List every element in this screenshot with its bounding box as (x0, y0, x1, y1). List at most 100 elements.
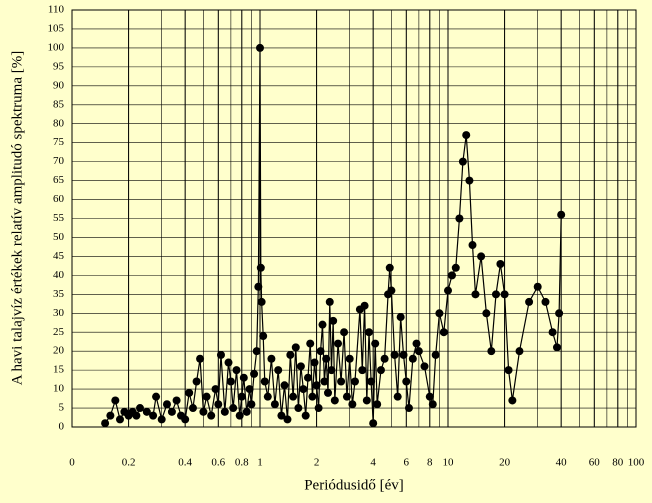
data-point (257, 297, 266, 306)
data-point (525, 297, 534, 306)
data-point (362, 396, 371, 405)
y-tick-label: 50 (53, 231, 65, 243)
data-point (420, 362, 429, 371)
data-point (149, 411, 158, 420)
data-point (256, 263, 265, 272)
y-tick-label: 95 (53, 60, 65, 72)
x-tick-label: 6 (404, 457, 410, 469)
data-point (327, 366, 336, 375)
x-tick-label: 10 (443, 457, 455, 469)
data-point (303, 373, 312, 382)
data-point (496, 259, 505, 268)
data-point (444, 286, 452, 295)
x-axis-title: Periódusidő [év] (304, 477, 404, 493)
data-point (387, 286, 396, 295)
x-tick-label: 80 (612, 457, 624, 469)
data-point (337, 377, 346, 386)
y-tick-label: 60 (53, 193, 65, 205)
y-tick-label: 30 (53, 307, 65, 319)
data-point (312, 381, 321, 390)
y-tick-label: 25 (53, 326, 65, 338)
data-point (247, 400, 256, 409)
data-point (451, 263, 460, 272)
x-tick-label: 1 (257, 457, 263, 469)
y-tick-label: 100 (48, 41, 65, 53)
data-point (188, 404, 197, 413)
data-point (491, 290, 500, 299)
data-point (447, 271, 456, 280)
data-point (162, 400, 171, 409)
data-point (402, 377, 411, 386)
data-point (358, 366, 367, 375)
data-point (385, 263, 394, 272)
data-point (482, 309, 491, 318)
data-point (435, 309, 444, 318)
data-point (181, 415, 190, 424)
data-point (373, 400, 382, 409)
data-point (428, 400, 437, 409)
data-point (318, 320, 327, 329)
y-tick-label: 35 (53, 288, 65, 300)
data-point (115, 415, 124, 424)
data-point (316, 347, 325, 356)
data-point (172, 396, 181, 405)
data-point (142, 407, 151, 416)
data-point (310, 358, 319, 367)
y-tick-label: 55 (53, 212, 65, 224)
data-point (220, 407, 229, 416)
data-point (245, 385, 254, 394)
y-tick-label: 105 (48, 22, 65, 34)
data-point (557, 210, 566, 219)
data-point (541, 297, 550, 306)
data-point (455, 214, 464, 223)
data-point (465, 176, 474, 185)
data-point (399, 350, 408, 359)
data-point (157, 415, 166, 424)
y-tick-label: 20 (53, 345, 65, 357)
data-point (314, 404, 323, 413)
data-point (508, 396, 517, 405)
data-point (504, 366, 513, 375)
data-point (294, 404, 303, 413)
x-tick-label: 0.6 (211, 457, 225, 469)
data-point (185, 388, 194, 397)
x-tick-label: 0.4 (178, 457, 192, 469)
data-point (211, 385, 220, 394)
data-point (267, 354, 276, 363)
x-tick-label: 20 (499, 457, 511, 469)
y-tick-label: 10 (53, 383, 65, 395)
data-point (345, 354, 354, 363)
data-point (320, 377, 329, 386)
data-point (242, 407, 251, 416)
y-tick-label: 65 (53, 174, 65, 186)
data-point (390, 350, 399, 359)
x-tick-label: 2 (314, 457, 320, 469)
x-tick-label: 0.2 (122, 457, 136, 469)
y-tick-label: 110 (48, 4, 65, 16)
y-tick-label: 0 (59, 421, 65, 433)
data-point (106, 411, 115, 420)
x-tick-label: 100 (628, 457, 645, 469)
y-tick-label: 90 (53, 79, 65, 91)
data-point (458, 157, 467, 166)
data-point (330, 396, 339, 405)
data-point (132, 411, 141, 420)
data-point (439, 328, 448, 337)
data-point (364, 328, 373, 337)
data-point (270, 400, 279, 409)
data-point (548, 328, 557, 337)
data-point (202, 392, 211, 401)
data-point (360, 301, 369, 310)
y-tick-label: 70 (53, 155, 65, 167)
data-point (367, 377, 376, 386)
data-point (404, 404, 413, 413)
data-point (296, 362, 305, 371)
data-point (274, 366, 283, 375)
data-point (289, 392, 298, 401)
y-axis-title: A havi talajvíz értékek relatív amplitud… (9, 51, 25, 385)
x-tick-label: 40 (556, 457, 568, 469)
data-point (325, 297, 334, 306)
x-tick-label: 0.8 (235, 457, 249, 469)
data-point (308, 392, 317, 401)
